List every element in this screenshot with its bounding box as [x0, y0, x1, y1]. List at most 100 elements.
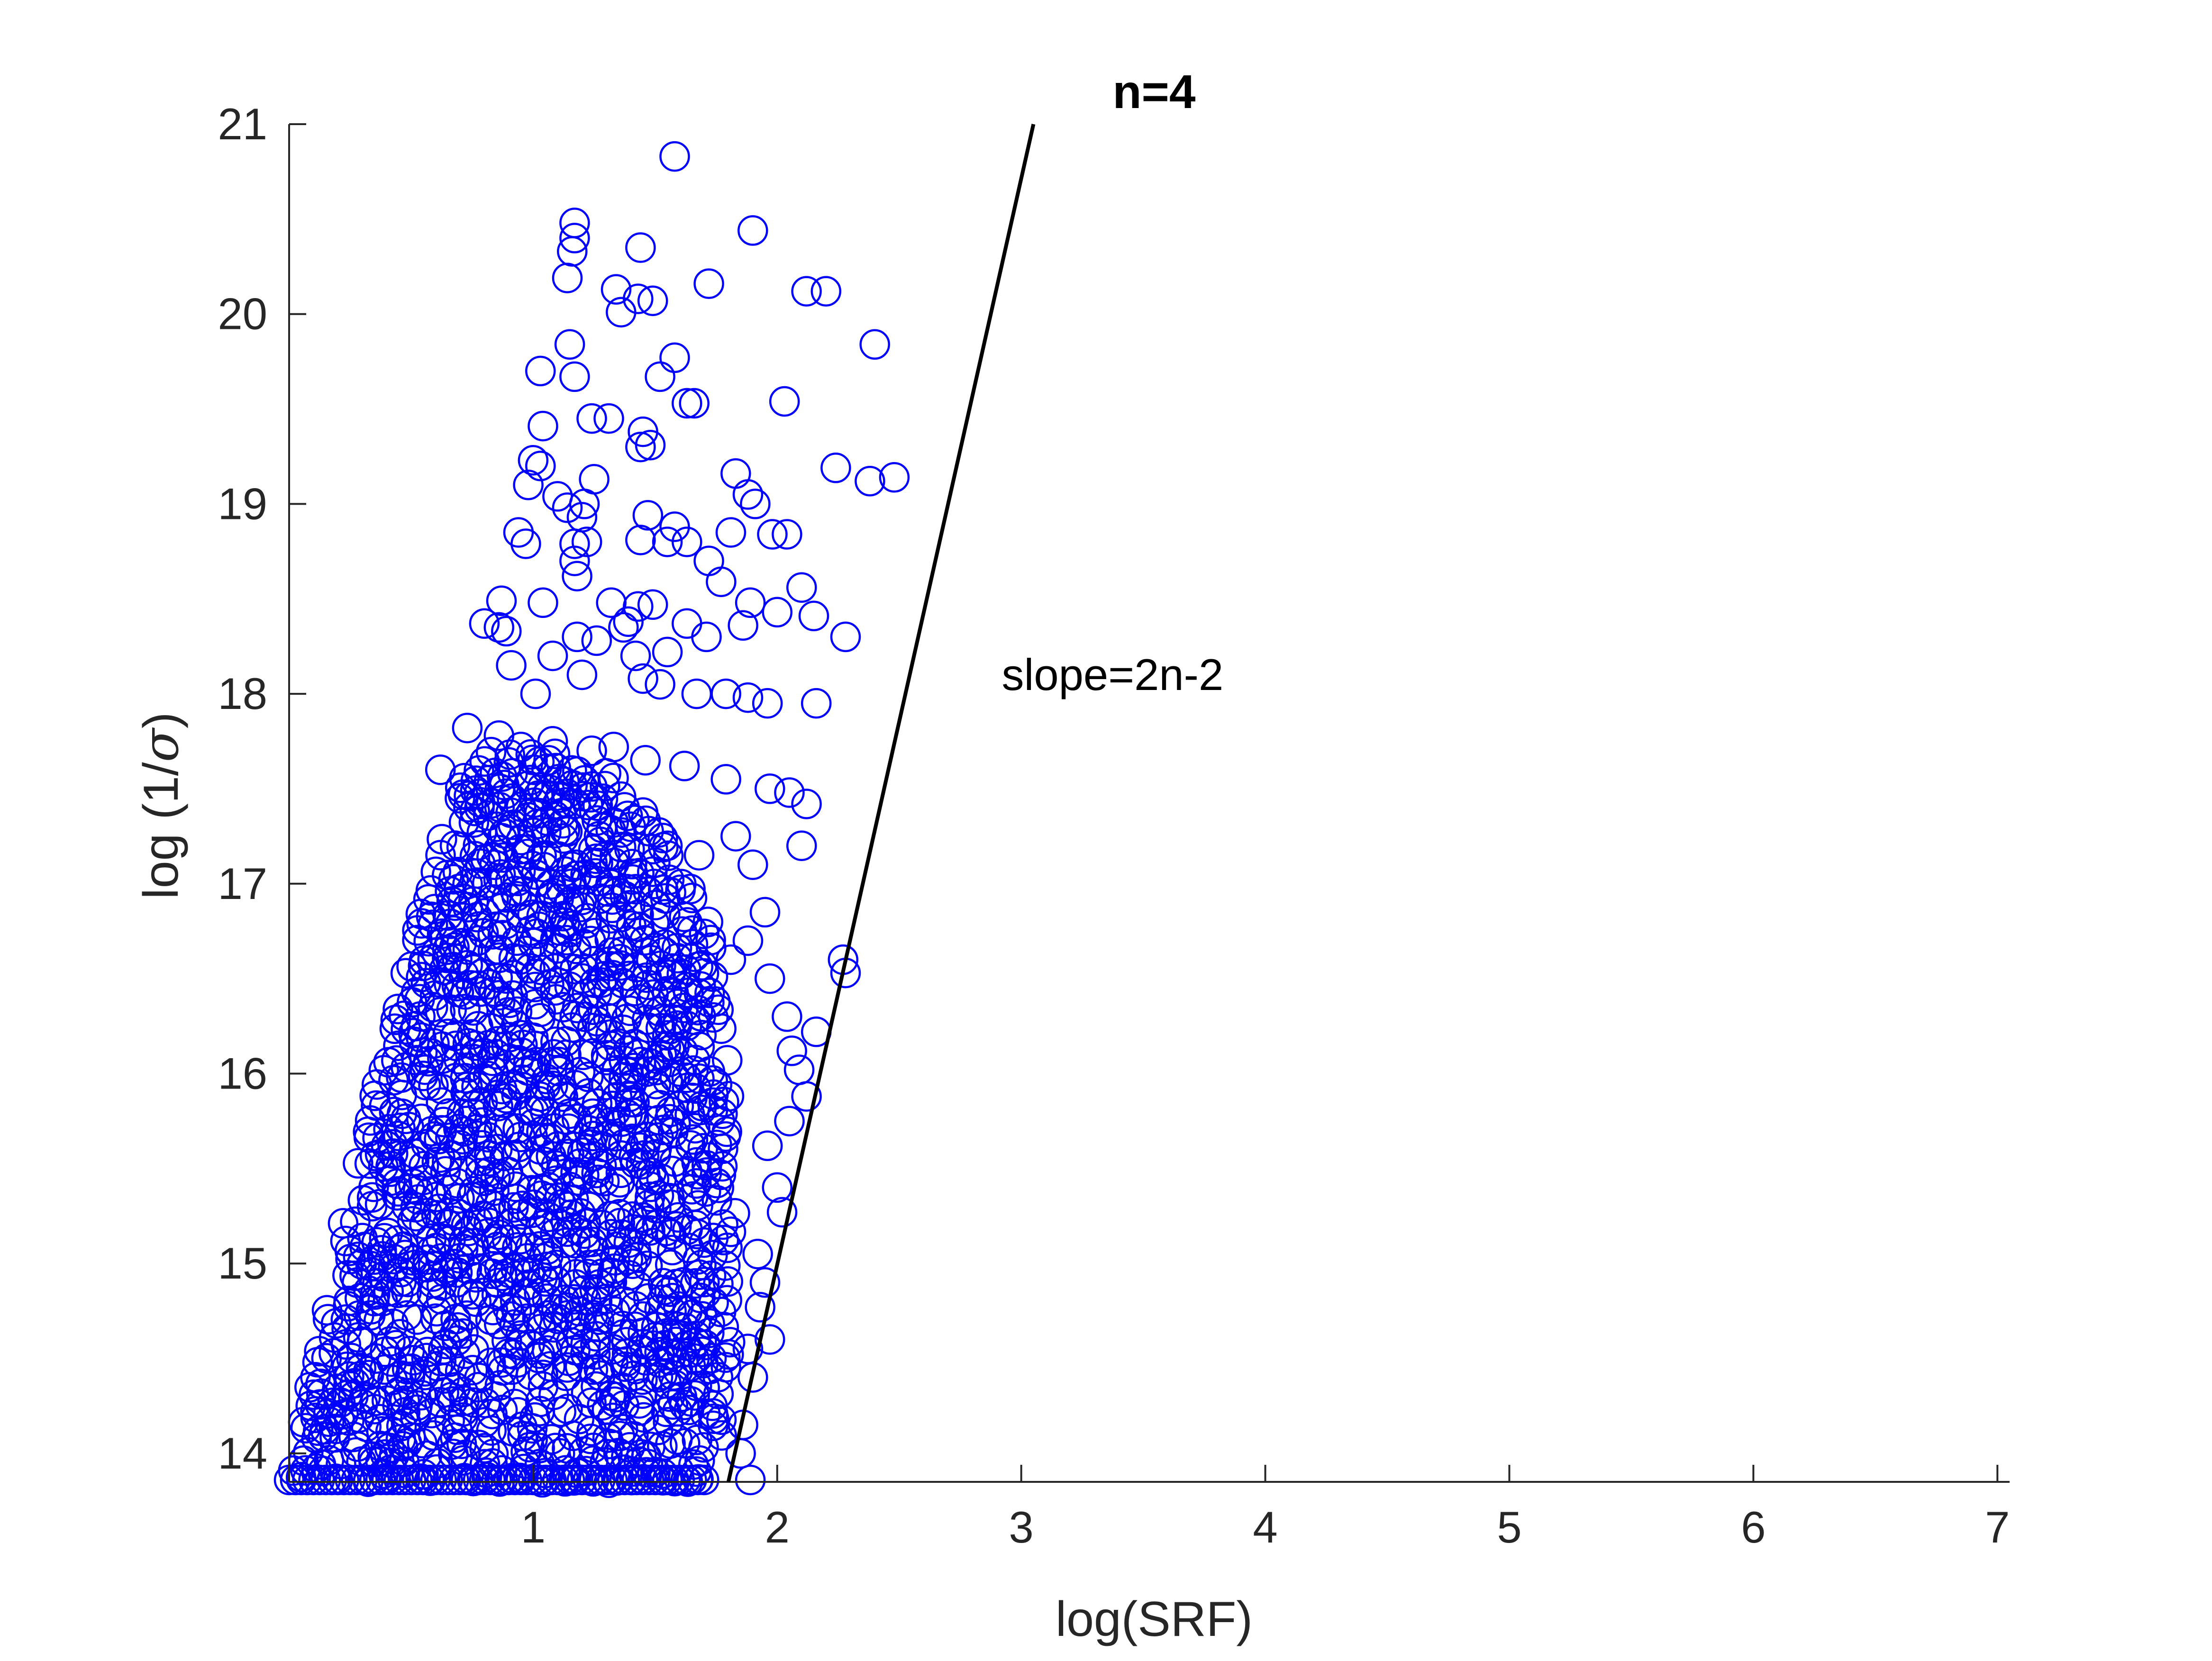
data-point	[475, 1464, 506, 1496]
data-point	[623, 591, 654, 622]
data-point	[420, 856, 451, 887]
data-point	[552, 492, 583, 523]
data-point	[672, 907, 703, 938]
data-point	[481, 811, 512, 842]
data-point	[486, 585, 517, 617]
data-point	[737, 849, 768, 880]
data-point	[377, 1129, 408, 1160]
data-point	[689, 918, 719, 949]
data-point	[544, 1056, 574, 1087]
data-point	[427, 918, 458, 949]
data-point	[566, 1464, 598, 1496]
data-point	[347, 1464, 378, 1496]
data-point	[791, 789, 822, 819]
data-point	[735, 587, 766, 618]
data-point	[606, 297, 637, 327]
data-point	[372, 1217, 403, 1249]
data-point	[524, 1433, 555, 1463]
y-axis-label-prefix: log (1/	[134, 762, 189, 899]
data-point	[732, 479, 764, 510]
data-point	[505, 944, 536, 975]
data-point	[645, 361, 675, 392]
data-point	[412, 1336, 443, 1368]
data-point	[652, 636, 683, 668]
data-point	[552, 263, 583, 293]
data-point	[757, 519, 788, 550]
data-point	[596, 587, 627, 618]
y-tick-label: 20	[218, 289, 267, 339]
data-point	[624, 911, 655, 942]
data-point	[830, 621, 861, 653]
data-point	[615, 811, 646, 842]
data-point	[519, 754, 549, 785]
data-point	[683, 1464, 713, 1496]
data-point	[517, 1424, 548, 1455]
data-point	[628, 663, 658, 694]
data-point	[459, 1030, 491, 1061]
data-point	[537, 640, 568, 672]
data-point	[518, 445, 549, 476]
data-point	[353, 1464, 384, 1496]
data-point	[338, 1421, 369, 1452]
data-point	[340, 1206, 371, 1237]
data-point	[666, 959, 697, 989]
data-point	[385, 1112, 416, 1144]
y-axis-label-suffix: )	[134, 712, 189, 729]
data-point	[638, 979, 669, 1010]
data-point	[456, 1464, 488, 1496]
data-point	[463, 830, 493, 861]
data-point	[604, 1199, 635, 1230]
data-point	[571, 526, 602, 557]
data-point	[573, 1464, 603, 1496]
data-point	[755, 1324, 785, 1355]
data-point	[567, 963, 598, 994]
data-points-layer	[273, 141, 910, 1498]
data-point	[420, 1464, 451, 1496]
x-tick-label: 2	[765, 1502, 790, 1552]
data-point	[696, 1343, 727, 1374]
data-point	[402, 1464, 433, 1496]
data-point	[580, 858, 611, 889]
data-point	[655, 1035, 685, 1065]
x-tick-label: 1	[521, 1502, 546, 1552]
data-point	[499, 1389, 530, 1419]
data-point	[394, 1335, 425, 1367]
data-point	[672, 608, 702, 639]
data-point	[695, 925, 726, 956]
data-point	[672, 526, 702, 557]
data-point	[740, 489, 771, 519]
data-point	[482, 1090, 514, 1122]
data-point	[328, 1208, 359, 1239]
data-point	[583, 821, 615, 852]
data-point	[669, 1428, 701, 1459]
data-point	[507, 1190, 538, 1221]
data-point	[752, 688, 783, 719]
data-point	[651, 1318, 683, 1349]
data-point	[562, 561, 592, 591]
data-point	[562, 621, 592, 653]
data-point	[298, 1464, 329, 1496]
data-point	[570, 1328, 601, 1360]
data-point	[609, 1464, 640, 1496]
data-point	[449, 762, 480, 794]
data-point	[439, 1318, 471, 1349]
data-point	[569, 489, 600, 519]
x-tick-label: 5	[1497, 1502, 1521, 1552]
data-point	[469, 746, 500, 777]
data-point	[659, 141, 690, 172]
data-point	[448, 1318, 479, 1349]
data-point	[703, 994, 734, 1026]
data-point	[783, 1054, 815, 1085]
data-point	[591, 1283, 622, 1315]
data-point	[554, 329, 585, 360]
data-point	[576, 403, 607, 434]
data-point	[528, 410, 558, 442]
data-point	[617, 1124, 648, 1154]
data-point	[620, 640, 651, 672]
data-point	[879, 462, 910, 493]
data-point	[650, 899, 681, 930]
data-point	[487, 1464, 518, 1496]
data-point	[689, 1464, 719, 1496]
data-point	[698, 1002, 729, 1033]
